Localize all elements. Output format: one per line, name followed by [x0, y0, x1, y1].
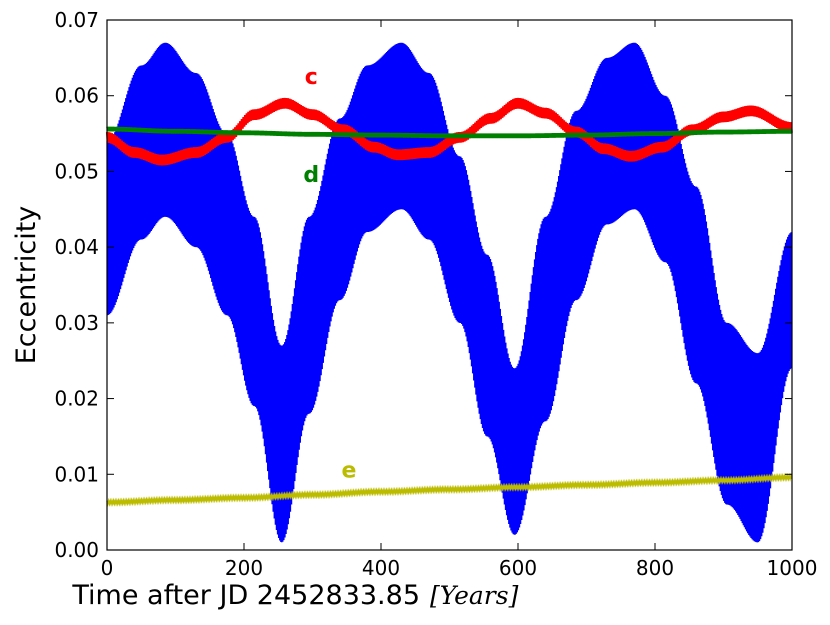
y-tick-label: 0.06	[54, 84, 99, 108]
x-tick-label: 600	[499, 556, 537, 580]
y-tick-label: 0.05	[54, 159, 99, 183]
x-tick-label: 800	[636, 556, 674, 580]
series-e-line	[106, 472, 793, 507]
x-axis-label: Time after JD 2452833.85	[71, 580, 420, 611]
series-labels: c d b e	[303, 65, 356, 484]
y-axis-label: Eccentricity	[11, 206, 42, 365]
x-tick-label: 1000	[767, 556, 818, 580]
y-tick-label: 0.02	[54, 387, 99, 411]
series-label-d: d	[303, 163, 319, 188]
axis-ticks: 0 200 400 600 800 1000 0.00 0.01 0.02 0.03 0.04 0.0…	[54, 8, 817, 580]
x-tick-label: 400	[362, 556, 400, 580]
y-tick-label: 0.07	[54, 8, 99, 32]
x-axis-unit: [Years]	[430, 581, 519, 610]
plot-frame	[106, 19, 793, 551]
y-tick-label: 0.03	[54, 311, 99, 335]
series-label-b: b	[303, 341, 319, 366]
y-tick-label: 0.01	[54, 462, 99, 486]
x-tick-label: 200	[225, 556, 263, 580]
series-b-line	[106, 42, 793, 543]
series-d-line	[106, 126, 793, 139]
plot-area	[105, 42, 793, 543]
series-label-e: e	[341, 459, 356, 484]
y-tick-label: 0.04	[54, 235, 99, 259]
y-tick-label: 0.00	[54, 538, 99, 562]
x-tick-label: 0	[101, 556, 114, 580]
series-label-c: c	[305, 65, 318, 90]
